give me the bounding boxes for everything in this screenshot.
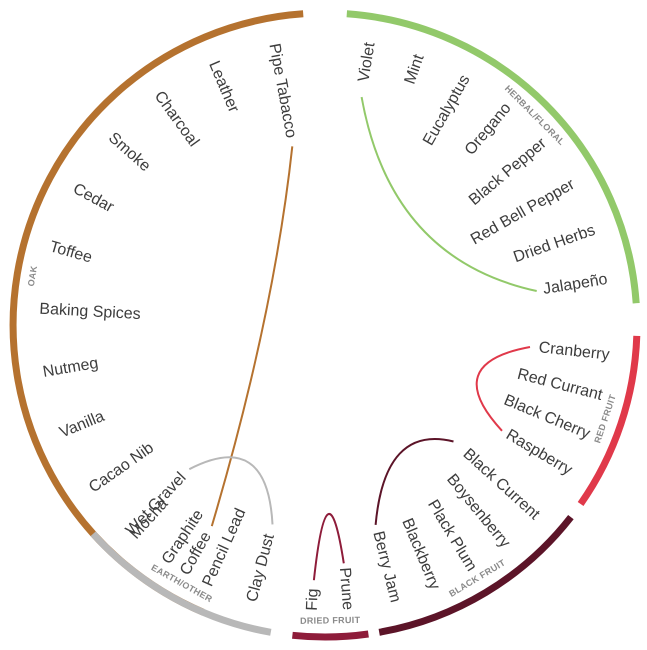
aroma-label: Raspberry: [503, 426, 575, 479]
arc-black-fruit: [378, 514, 574, 636]
arc-herbal-floral: [346, 10, 640, 304]
aroma-label: Dried Herbs: [511, 222, 597, 266]
arc-dried-fruit: [292, 630, 369, 641]
connector-black-fruit: [374, 437, 454, 525]
aroma-label: Mint: [402, 52, 428, 87]
aroma-label: Prune: [336, 567, 356, 611]
aroma-label: Fig: [304, 588, 322, 611]
category-label-dried-fruit: DRIED FRUIT: [300, 615, 361, 626]
aroma-label: Smoke: [105, 129, 154, 175]
aroma-label: Jalapeño: [542, 271, 609, 298]
aroma-label: Blackberry: [398, 516, 443, 592]
aroma-label: Leather: [205, 59, 242, 116]
aroma-label: Pipe Tabacco: [265, 42, 299, 139]
aroma-label: Berry Jam: [369, 529, 403, 604]
connector-herbal-floral: [360, 96, 537, 292]
arc-earth-other: [90, 531, 272, 636]
aroma-label: Violet: [355, 41, 378, 83]
aroma-label: Nutmeg: [42, 355, 100, 381]
arc-red-fruit: [577, 335, 641, 507]
connector-dried-fruit: [312, 512, 345, 581]
aroma-label: Vanilla: [57, 408, 107, 442]
category-arcs: [9, 10, 641, 641]
aroma-label: Cedar: [70, 180, 117, 216]
connector-earth-other: [188, 456, 274, 525]
aroma-label: Cacao Nib: [86, 439, 157, 496]
aroma-label: Cranberry: [538, 339, 611, 363]
aroma-label: Clay Dust: [244, 532, 278, 604]
aroma-label: Eucalyptus: [420, 72, 473, 148]
aroma-label: Oregano: [462, 100, 515, 159]
aroma-label: Baking Spices: [39, 301, 141, 323]
aroma-label: Charcoal: [151, 88, 202, 150]
aroma-label: Red Currant: [516, 366, 605, 404]
connector-red-fruit: [475, 346, 531, 432]
connector-curves: [188, 96, 537, 581]
connector-oak: [210, 146, 294, 527]
category-label-oak: OAK: [26, 265, 39, 287]
aroma-label: Toffee: [48, 238, 94, 266]
